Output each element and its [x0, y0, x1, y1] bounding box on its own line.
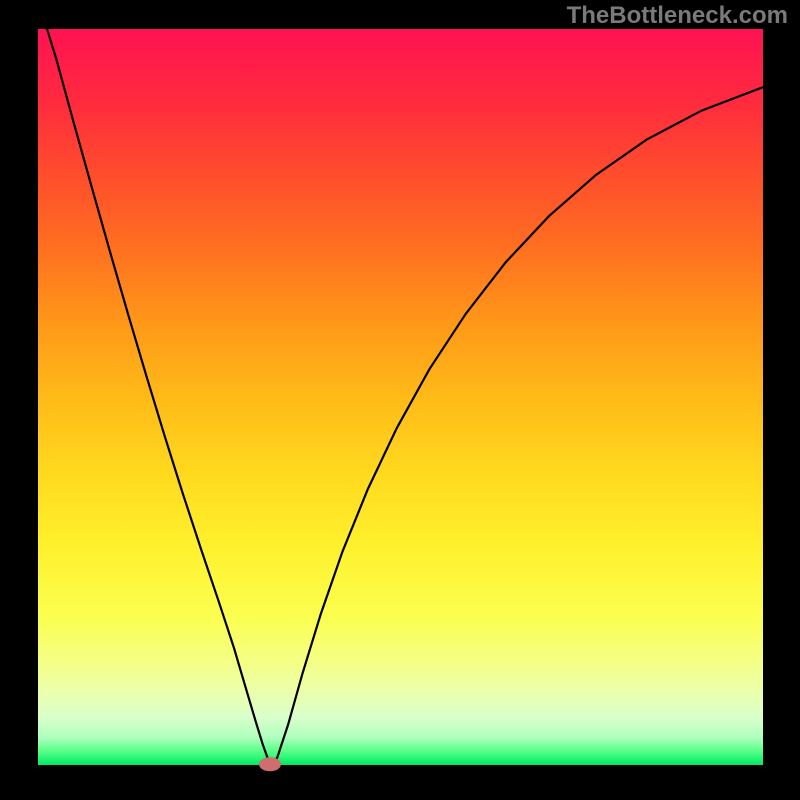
gradient-background: [38, 29, 763, 765]
bottleneck-chart: [0, 0, 800, 800]
chart-container: TheBottleneck.com: [0, 0, 800, 800]
optimal-point-marker: [259, 757, 281, 771]
watermark-text: TheBottleneck.com: [567, 2, 788, 30]
